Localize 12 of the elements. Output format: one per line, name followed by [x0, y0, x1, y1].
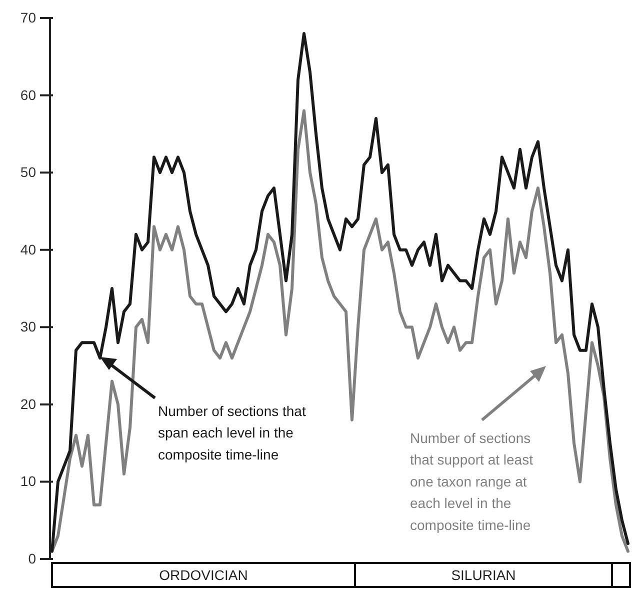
y-tick-label: 60	[20, 86, 36, 103]
y-tick-label: 10	[20, 473, 36, 490]
text: ORDOVICIAN	[159, 567, 248, 583]
text: SILURIAN	[451, 567, 516, 583]
y-tick-label: 20	[20, 396, 36, 412]
annotation: Number of sections that span each level in the composite time-line	[158, 403, 306, 462]
y-tick-label: 50	[20, 164, 36, 180]
y-tick-label: 0	[28, 550, 36, 566]
y-tick-label: 70	[20, 9, 36, 26]
y-tick-label: 40	[20, 241, 36, 258]
annotation: Number of sections that support at least one taxon range at each level in the composite time-line	[410, 430, 534, 533]
y-tick-label: 30	[20, 318, 36, 335]
